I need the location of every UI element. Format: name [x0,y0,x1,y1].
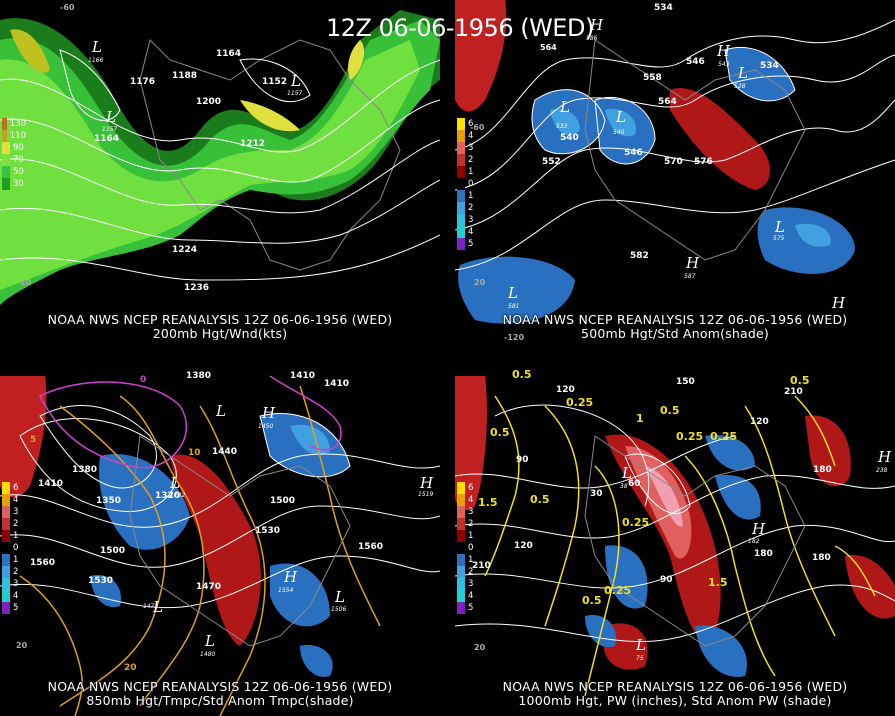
legend-label: 4 [13,591,19,601]
caption-line-2: 1000mb Hgt, PW (inches), Std Anom PW (sh… [518,693,832,708]
legend-label: 4 [13,495,19,505]
legend-label: 5 [468,239,474,249]
caption-line-1: NOAA NWS NCEP REANALYSIS 12Z 06-06-1956 … [47,679,393,694]
legend-label: 1 [13,555,19,565]
legend-200mb: 130 110 90 70 50 30 [2,118,26,190]
legend-label: 1 [468,167,474,177]
legend-label: 5 [468,603,474,613]
legend-label: 6 [468,483,474,493]
legend-label: 1 [468,531,474,541]
page-title: 12Z 06-06-1956 (WED) [326,14,594,42]
caption-line-2: 500mb Hgt/Std Anom(shade) [581,326,769,341]
legend-label: 4 [468,131,474,141]
legend-label: 30 [13,179,24,189]
legend-label: 6 [468,119,474,129]
legend-label: 3 [13,579,19,589]
legend-label: 0 [13,543,19,553]
legend-label: 110 [9,131,26,141]
caption-line-2: 200mb Hgt/Wnd(kts) [152,326,288,341]
panel-200mb: 130 110 90 70 50 30 NOAA NWS NCEP REANAL… [0,0,440,340]
map-200mb [0,10,440,305]
caption-line-1: NOAA NWS NCEP REANALYSIS 12Z 06-06-1956 … [502,679,848,694]
legend-label: 2 [468,519,474,529]
legend-label: 0 [468,179,474,189]
legend-label: 2 [13,567,19,577]
legend-label: 70 [13,155,24,165]
legend-label: 4 [468,495,474,505]
legend-label: 2 [468,203,474,213]
legend-label: 3 [468,143,474,153]
legend-label: 2 [468,155,474,165]
legend-1000mb: 6 4 3 2 1 0 1 2 3 4 5 [457,482,481,614]
panel-850mb: 6 4 3 2 1 0 1 2 3 4 5 NOAA NWS NCEP REAN… [0,376,440,716]
legend-label: 2 [13,519,19,529]
legend-label: 90 [13,143,24,153]
caption-line-2: 850mb Hgt/Tmpc/Std Anom Tmpc(shade) [86,693,354,708]
legend-label: 1 [468,555,474,565]
legend-label: 3 [468,507,474,517]
panel-500mb: 6 4 3 2 1 0 1 2 3 4 5 NOAA NWS NCEP REAN… [455,0,895,340]
legend-850mb: 6 4 3 2 1 0 1 2 3 4 5 [2,482,26,614]
caption-line-1: NOAA NWS NCEP REANALYSIS 12Z 06-06-1956 … [47,312,393,327]
legend-label: 5 [13,603,19,613]
legend-label: 2 [468,567,474,577]
legend-label: 4 [468,591,474,601]
legend-label: 50 [13,167,24,177]
legend-label: 3 [468,579,474,589]
legend-label: 130 [9,119,26,129]
legend-label: 4 [468,227,474,237]
caption-500mb: NOAA NWS NCEP REANALYSIS 12Z 06-06-1956 … [455,312,895,341]
panel-1000mb: 6 4 3 2 1 0 1 2 3 4 5 NOAA NWS NCEP REAN… [455,376,895,716]
caption-850mb: NOAA NWS NCEP REANALYSIS 12Z 06-06-1956 … [0,680,440,708]
legend-label: 6 [13,483,19,493]
legend-500mb: 6 4 3 2 1 0 1 2 3 4 5 [457,118,481,250]
caption-1000mb: NOAA NWS NCEP REANALYSIS 12Z 06-06-1956 … [455,680,895,708]
map-1000mb [455,376,895,697]
legend-label: 1 [468,191,474,201]
legend-label: 1 [13,531,19,541]
legend-label: 3 [13,507,19,517]
caption-line-1: NOAA NWS NCEP REANALYSIS 12Z 06-06-1956 … [502,312,848,327]
legend-label: 0 [468,543,474,553]
caption-200mb: NOAA NWS NCEP REANALYSIS 12Z 06-06-1956 … [0,312,440,341]
map-500mb [455,0,895,324]
legend-label: 3 [468,215,474,225]
map-850mb [0,376,440,716]
